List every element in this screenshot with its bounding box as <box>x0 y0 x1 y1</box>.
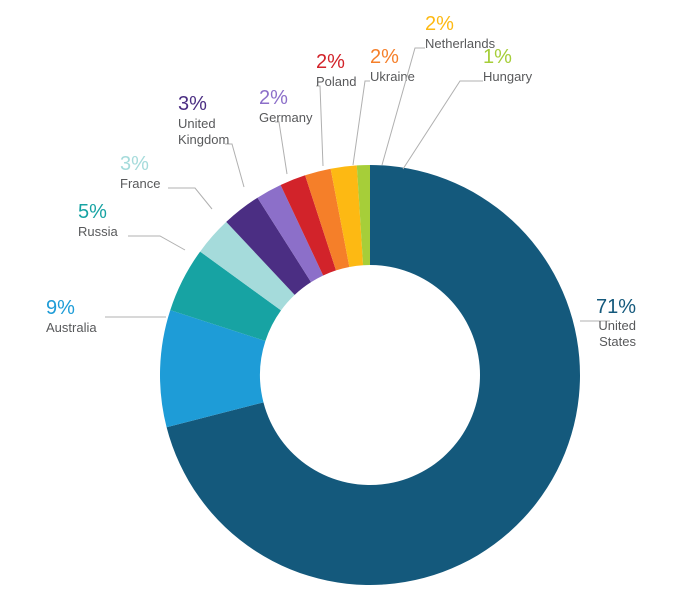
slice-label: Poland <box>316 74 356 89</box>
donut-chart: 71%UnitedStates9%Australia5%Russia3%Fran… <box>0 0 681 615</box>
slice-label: United <box>598 318 636 333</box>
slice-percent: 3% <box>120 153 149 175</box>
leader-line <box>353 81 370 165</box>
slice-label: Germany <box>259 110 313 125</box>
slice-label-line2: States <box>599 334 636 349</box>
slice-label: Russia <box>78 224 119 239</box>
slice-percent: 2% <box>370 46 399 68</box>
leader-line <box>168 188 212 209</box>
leader-line <box>403 81 483 169</box>
slice-label: France <box>120 176 160 191</box>
slice-label: Hungary <box>483 69 533 84</box>
slice-percent: 3% <box>178 93 207 115</box>
slice-percent: 9% <box>46 297 75 319</box>
slice-label: United <box>178 116 216 131</box>
leader-line <box>128 236 185 250</box>
slice-percent: 5% <box>78 201 107 223</box>
leader-line <box>225 144 244 187</box>
leader-line <box>316 86 323 166</box>
slice-percent: 2% <box>259 87 288 109</box>
slice-label-line2: Kingdom <box>178 132 229 147</box>
slice-percent: 2% <box>425 13 454 35</box>
leader-line <box>275 122 287 174</box>
slice-label: Australia <box>46 320 97 335</box>
slice-percent: 2% <box>316 51 345 73</box>
slice-percent: 1% <box>483 46 512 68</box>
slice-percent: 71% <box>596 296 636 318</box>
